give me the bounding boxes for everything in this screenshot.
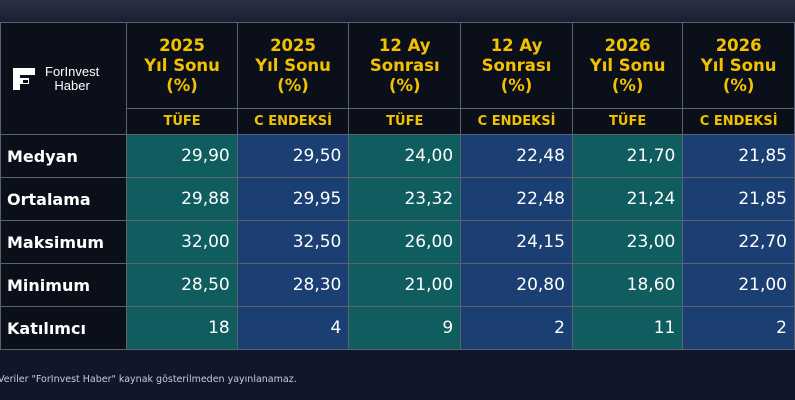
row-label: Minimum: [0, 263, 128, 307]
table-cell: 21,00: [348, 263, 462, 307]
table-row: Katılımcı 18 4 9 2 11 2: [0, 306, 795, 350]
table-cell: 21,85: [682, 134, 795, 178]
table-cell: 29,88: [126, 177, 238, 221]
table-cell: 2: [460, 306, 573, 350]
footer-note: Veriler "ForInvest Haber" kaynak gösteri…: [0, 374, 297, 385]
table-cell: 18,60: [571, 263, 684, 307]
table-row: Maksimum 32,00 32,50 26,00 24,15 23,00 2…: [0, 220, 795, 264]
col-header-5: 2026 Yıl Sonu (%): [571, 22, 684, 109]
forinvest-logo-icon: [13, 67, 35, 90]
table-row: Minimum 28,50 28,30 21,00 20,80 18,60 21…: [0, 263, 795, 307]
col-header-4: 12 Ay Sonrası (%): [460, 22, 573, 109]
table-cell: 28,50: [126, 263, 238, 307]
brand-sub: Haber: [54, 77, 90, 93]
col-sub-5: TÜFE: [571, 108, 684, 135]
header-row: ForInvest Haber 2025 Yıl Sonu (%) 2025 Yıl …: [0, 22, 795, 135]
col-sub-4: C ENDEKSİ: [460, 108, 573, 135]
table-cell: 21,70: [571, 134, 684, 178]
col-header-1: 2025 Yıl Sonu (%): [126, 22, 238, 109]
table-cell: 29,95: [236, 177, 350, 221]
table-cell: 22,48: [460, 177, 573, 221]
table-cell: 2: [682, 306, 795, 350]
col-sub-6: C ENDEKSİ: [682, 108, 795, 135]
col-sub-2: C ENDEKSİ: [236, 108, 350, 135]
table-cell: 21,24: [571, 177, 684, 221]
table-cell: 26,00: [348, 220, 462, 264]
row-label: Medyan: [0, 134, 128, 178]
table-cell: 4: [236, 306, 350, 350]
table-cell: 24,15: [460, 220, 573, 264]
col-header-3: 12 Ay Sonrası (%): [348, 22, 462, 109]
table-cell: 28,30: [236, 263, 350, 307]
col-header-6: 2026 Yıl Sonu (%): [682, 22, 795, 109]
brand-logo: ForInvest Haber: [1, 63, 126, 93]
table-cell: 9: [348, 306, 462, 350]
col-header-2: 2025 Yıl Sonu (%): [236, 22, 350, 109]
table-cell: 32,00: [126, 220, 238, 264]
table-cell: 11: [571, 306, 684, 350]
table-cell: 32,50: [236, 220, 350, 264]
table-cell: 29,90: [126, 134, 238, 178]
table-cell: 23,32: [348, 177, 462, 221]
table-cell: 21,85: [682, 177, 795, 221]
forecast-table: ForInvest Haber 2025 Yıl Sonu (%) 2025 Yıl …: [0, 22, 795, 350]
table-cell: 23,00: [571, 220, 684, 264]
table-cell: 18: [126, 306, 238, 350]
row-label: Ortalama: [0, 177, 128, 221]
table-row: Ortalama 29,88 29,95 23,32 22,48 21,24 2…: [0, 177, 795, 221]
col-sub-3: TÜFE: [348, 108, 462, 135]
table-cell: 20,80: [460, 263, 573, 307]
row-label: Maksimum: [0, 220, 128, 264]
table-cell: 21,00: [682, 263, 795, 307]
table-cell: 22,70: [682, 220, 795, 264]
row-label: Katılımcı: [0, 306, 128, 350]
table-cell: 24,00: [348, 134, 462, 178]
table-cell: 29,50: [236, 134, 350, 178]
brand-cell: ForInvest Haber: [0, 22, 128, 135]
table-row: Medyan 29,90 29,50 24,00 22,48 21,70 21,…: [0, 134, 795, 178]
top-band: [0, 0, 795, 22]
brand-name: ForInvest: [45, 63, 100, 79]
subheader-row: TÜFE C ENDEKSİ TÜFE C ENDEKSİ TÜFE C END…: [1, 108, 795, 135]
table-cell: 22,48: [460, 134, 573, 178]
col-sub-1: TÜFE: [126, 108, 238, 135]
